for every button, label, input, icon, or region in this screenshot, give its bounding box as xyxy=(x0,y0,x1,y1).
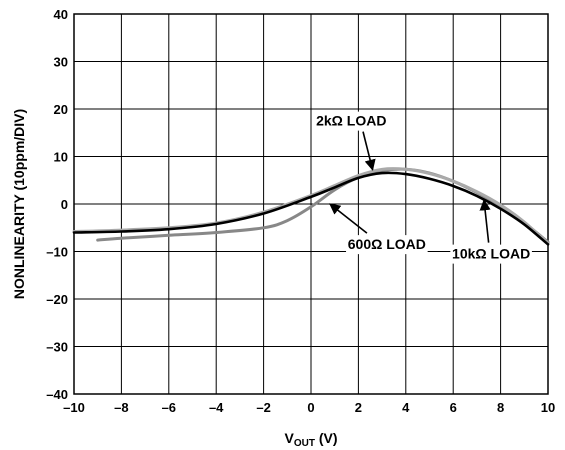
annotation-bg-10k-load xyxy=(450,244,532,264)
annotation-arrow-10k-load xyxy=(479,199,491,243)
y-tick-label: –20 xyxy=(46,292,68,307)
x-tick-label: 4 xyxy=(402,400,410,415)
x-axis-label-main: V xyxy=(284,430,294,446)
y-tick-label: 40 xyxy=(54,7,68,22)
y-tick-label: –10 xyxy=(46,245,68,260)
plot-frame xyxy=(73,13,549,395)
x-axis-label-suffix: (V) xyxy=(315,430,338,446)
x-tick-label: 8 xyxy=(497,400,504,415)
x-tick-label: –8 xyxy=(114,400,128,415)
y-tick-labels: –40 –30 –20 –10 0 10 20 30 40 xyxy=(46,7,68,402)
series-line-600-load xyxy=(96,167,550,244)
x-axis-label: VOUT (V) xyxy=(284,430,337,449)
y-tick-label: 30 xyxy=(54,55,68,70)
y-tick-label: 0 xyxy=(61,197,68,212)
x-tick-label: –2 xyxy=(256,400,270,415)
annotation-600-load: 600Ω LOAD xyxy=(348,236,426,252)
y-axis-label: NONLINEARITY (10ppm/DIV) xyxy=(11,109,27,299)
x-tick-label: –6 xyxy=(162,400,176,415)
annotation-arrow-2k-load xyxy=(362,131,376,171)
x-tick-labels: –10 –8 –6 –4 –2 0 2 4 6 8 10 xyxy=(63,400,555,415)
annotation-bg-2k-load xyxy=(314,111,388,131)
y-tick-label: –40 xyxy=(46,387,68,402)
y-tick-label: –30 xyxy=(46,340,68,355)
x-axis-label-sub: OUT xyxy=(294,438,315,449)
annotations: 2kΩ LOAD 600Ω LOAD 10kΩ LOAD xyxy=(314,111,532,264)
grid xyxy=(73,13,549,395)
x-tick-label: 10 xyxy=(541,400,555,415)
x-tick-label: 0 xyxy=(307,400,314,415)
x-tick-label: –4 xyxy=(209,400,224,415)
annotation-10k-load: 10kΩ LOAD xyxy=(452,246,530,262)
annotation-2k-load: 2kΩ LOAD xyxy=(316,113,386,129)
x-tick-label: –10 xyxy=(63,400,85,415)
y-tick-label: 10 xyxy=(54,150,68,165)
y-tick-label: 20 xyxy=(54,102,68,117)
x-tick-label: 2 xyxy=(355,400,362,415)
annotation-bg-600-load xyxy=(346,235,428,255)
x-tick-label: 6 xyxy=(450,400,457,415)
annotation-arrow-600-load xyxy=(329,203,368,234)
